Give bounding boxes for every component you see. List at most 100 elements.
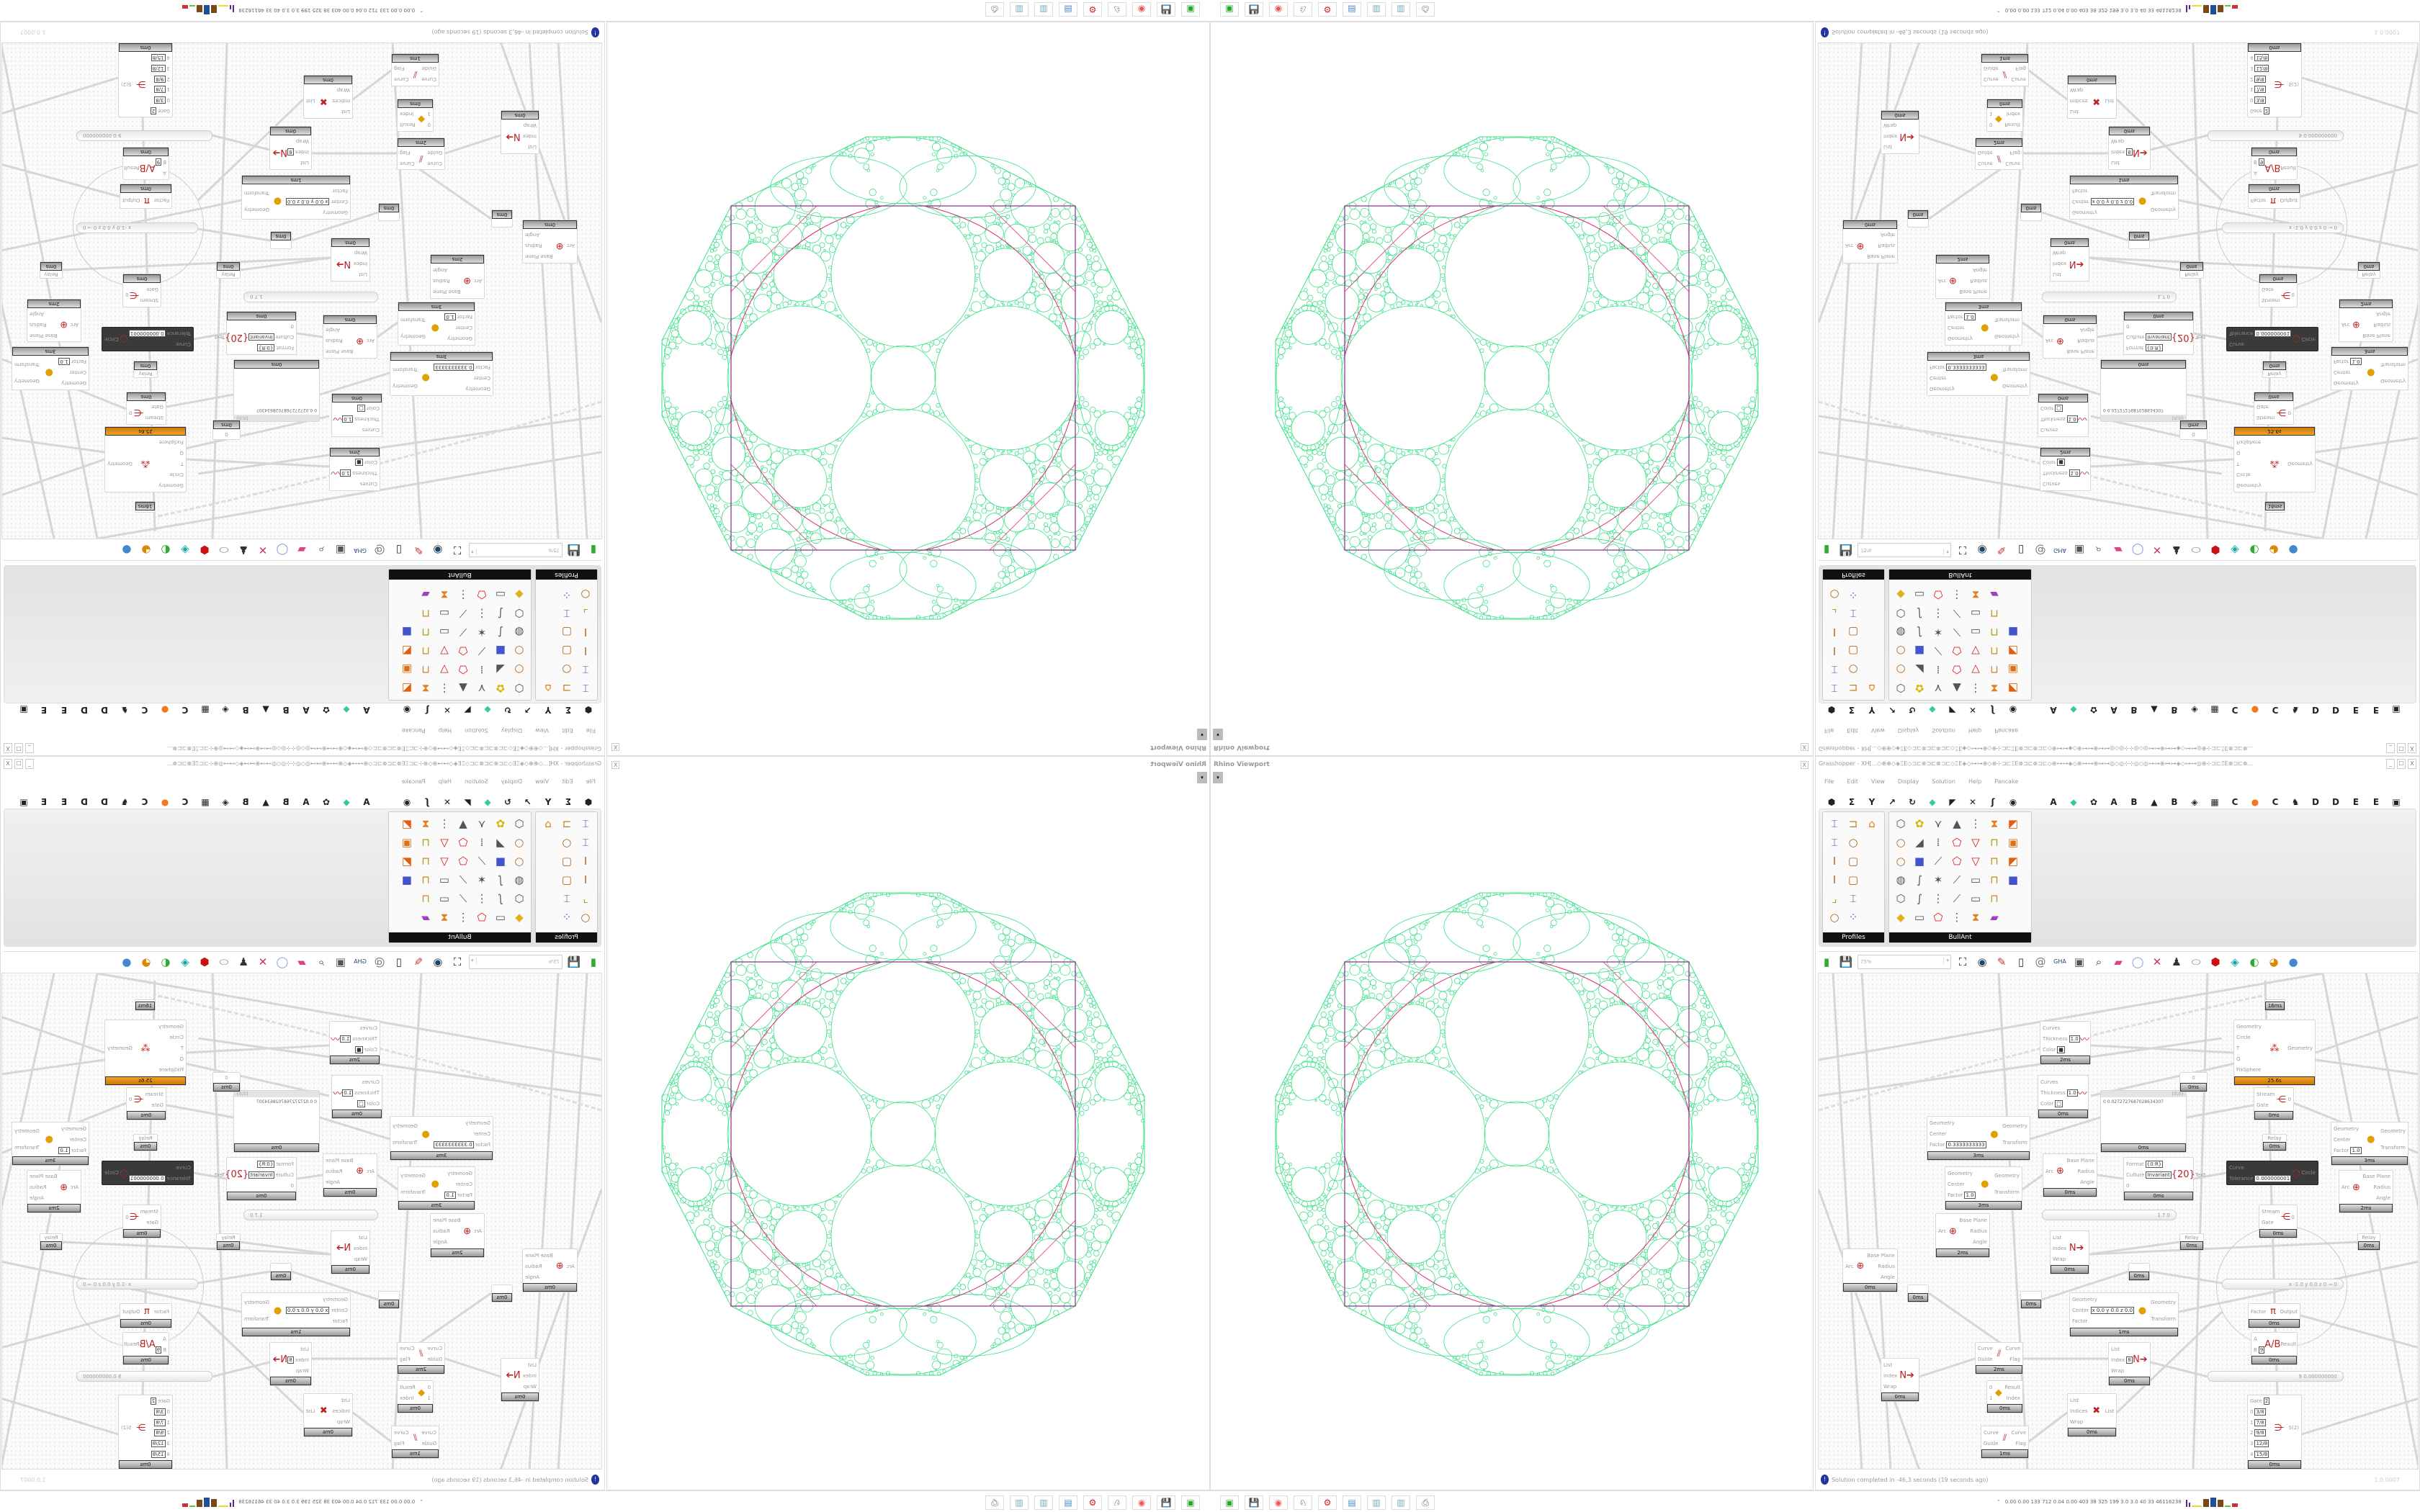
- output-param[interactable]: Radius: [2077, 1168, 2094, 1174]
- param-value[interactable]: 1.0: [2069, 1035, 2080, 1043]
- solid-icon[interactable]: ⬡: [1896, 607, 1906, 620]
- sketch-icon[interactable]: ✎: [1996, 544, 2007, 557]
- output-param[interactable]: Base Plane: [1867, 253, 1895, 260]
- number-slider[interactable]: 9 0.000000000: [2208, 130, 2344, 141]
- output-param[interactable]: Flag: [2009, 1356, 2020, 1362]
- input-param[interactable]: Color■: [340, 459, 377, 467]
- component-node[interactable]: Stream Gate ⋲ 0 0ms: [122, 274, 161, 307]
- input-param[interactable]: Center: [2334, 1137, 2362, 1143]
- tab-icon[interactable]: ◆: [2070, 705, 2077, 715]
- tab-icon[interactable]: E: [40, 705, 48, 715]
- gha-icon[interactable]: GHA: [354, 547, 367, 554]
- cone-icon[interactable]: ▲: [459, 682, 467, 695]
- component-node[interactable]: Relay 0ms: [2357, 1233, 2380, 1251]
- tab-icon[interactable]: E: [2372, 705, 2380, 715]
- tab-icon[interactable]: ⬢: [1827, 797, 1836, 807]
- ring-icon[interactable]: ○: [1896, 644, 1906, 657]
- param-value[interactable]: 1.0: [342, 415, 354, 423]
- output-param[interactable]: Geometry: [14, 377, 40, 384]
- component-node[interactable]: Stream Gate ⋲ 0 0ms: [2259, 1205, 2298, 1238]
- output-param[interactable]: Output: [2280, 1308, 2298, 1315]
- output-param[interactable]: Radius: [2077, 338, 2094, 344]
- tab-icon[interactable]: B: [2130, 797, 2138, 807]
- divide-icon[interactable]: ⋮: [1951, 911, 1963, 924]
- input-param[interactable]: B9: [155, 158, 166, 166]
- number-slider[interactable]: x -1.0 y 0.0 z 0 ⊸ 0: [2222, 222, 2344, 233]
- component-node[interactable]: Arc ⊕ Base Plane Radius Angle 2ms: [2339, 1170, 2393, 1213]
- output-param[interactable]: Circle: [2301, 336, 2316, 342]
- output-param[interactable]: Angle: [1881, 232, 1895, 238]
- output-param[interactable]: Transform: [2380, 1144, 2406, 1151]
- param-value[interactable]: 1.0: [58, 358, 70, 366]
- output-param[interactable]: Output: [2280, 197, 2298, 204]
- input-param[interactable]: Index: [2053, 261, 2066, 267]
- param-value[interactable]: 7/8: [2254, 1418, 2266, 1426]
- menu-solution[interactable]: Solution: [465, 727, 488, 734]
- number-slider[interactable]: 1.7 0: [243, 292, 378, 302]
- output-param[interactable]: 0: [125, 292, 129, 298]
- I-section-icon[interactable]: I: [583, 644, 588, 657]
- param-value[interactable]: 15/8: [2254, 1450, 2269, 1458]
- input-param[interactable]: Curves: [2043, 482, 2080, 487]
- input-param[interactable]: Curves: [2040, 1079, 2078, 1085]
- lock-icon[interactable]: ⊓: [1990, 626, 1999, 639]
- tab-icon[interactable]: ◈: [2191, 797, 2198, 807]
- output-param[interactable]: Radius: [1970, 278, 1987, 284]
- wolf-icon[interactable]: ♘: [1108, 2, 1126, 17]
- component-node[interactable]: Relay 0ms: [216, 261, 241, 279]
- minimize-button[interactable]: _: [2386, 759, 2395, 769]
- input-param[interactable]: Stream: [140, 297, 158, 303]
- output-param[interactable]: List: [2105, 1408, 2114, 1414]
- output-param[interactable]: Angle: [2080, 1179, 2094, 1185]
- roof-icon[interactable]: ⌂: [1868, 817, 1876, 830]
- tab-icon[interactable]: ↗: [1888, 797, 1896, 807]
- component-node[interactable]: Arc ⊕ Base Plane Radius Angle 0ms: [323, 315, 377, 359]
- input-param[interactable]: Geometry: [158, 482, 184, 488]
- param-value[interactable]: 3/8: [2254, 96, 2266, 104]
- divide-icon[interactable]: ⋮: [1932, 892, 1944, 905]
- input-param[interactable]: Index: [523, 134, 537, 140]
- polyline-icon[interactable]: ⟋: [1934, 644, 1942, 657]
- tab-icon[interactable]: A: [2110, 797, 2118, 807]
- lock-icon[interactable]: ⊓: [1990, 607, 1999, 620]
- input-param[interactable]: Relay: [221, 271, 235, 277]
- angle-icon[interactable]: ⌟: [1832, 892, 1837, 905]
- input-param[interactable]: Geometry: [434, 386, 490, 392]
- menu-pancake[interactable]: Pancake: [1994, 778, 2019, 785]
- input-param[interactable]: 415/8: [151, 54, 170, 62]
- frame-icon[interactable]: ▭: [1970, 626, 1981, 639]
- component-node[interactable]: Factor π Output 0ms: [2248, 1303, 2300, 1328]
- param-value[interactable]: 1.0: [1964, 313, 1976, 321]
- input-param[interactable]: Color□: [2040, 1099, 2078, 1107]
- param-value[interactable]: {0:R}: [2145, 1160, 2164, 1168]
- param-value[interactable]: 9: [2258, 1346, 2265, 1354]
- tab-icon[interactable]: ↻: [503, 705, 512, 715]
- warp-icon[interactable]: ⧗: [1990, 682, 1999, 695]
- menu-help[interactable]: Help: [438, 727, 452, 734]
- input-param[interactable]: 0: [2126, 324, 2172, 330]
- tab-icon[interactable]: C: [2272, 705, 2279, 715]
- tab-icon[interactable]: C: [2272, 797, 2279, 807]
- component-node[interactable]: List Index Wrap N➔ 0ms: [331, 238, 370, 282]
- cone-icon[interactable]: ▲: [1953, 682, 1961, 695]
- window-icon[interactable]: ▣: [335, 544, 346, 557]
- sphere-icon[interactable]: ◍: [1896, 873, 1906, 886]
- input-param[interactable]: FixSphere: [2236, 1067, 2262, 1073]
- input-param[interactable]: Indices: [332, 99, 350, 104]
- param-value[interactable]: 1.0: [1964, 1191, 1976, 1199]
- tab-icon[interactable]: ⬢: [1827, 705, 1836, 715]
- ring-icon[interactable]: ○: [1896, 855, 1906, 868]
- tab-icon[interactable]: Σ: [1848, 797, 1855, 807]
- frame-icon[interactable]: ▭: [1970, 892, 1981, 905]
- input-param[interactable]: Circle: [158, 472, 184, 477]
- rainbow-icon[interactable]: ▰: [1990, 588, 1999, 601]
- notepad-icon[interactable]: ▥: [1367, 2, 1386, 17]
- output-param[interactable]: Base Plane: [326, 348, 354, 355]
- component-node[interactable]: Relay 0ms: [40, 261, 63, 279]
- output-param[interactable]: Base Plane: [433, 289, 461, 295]
